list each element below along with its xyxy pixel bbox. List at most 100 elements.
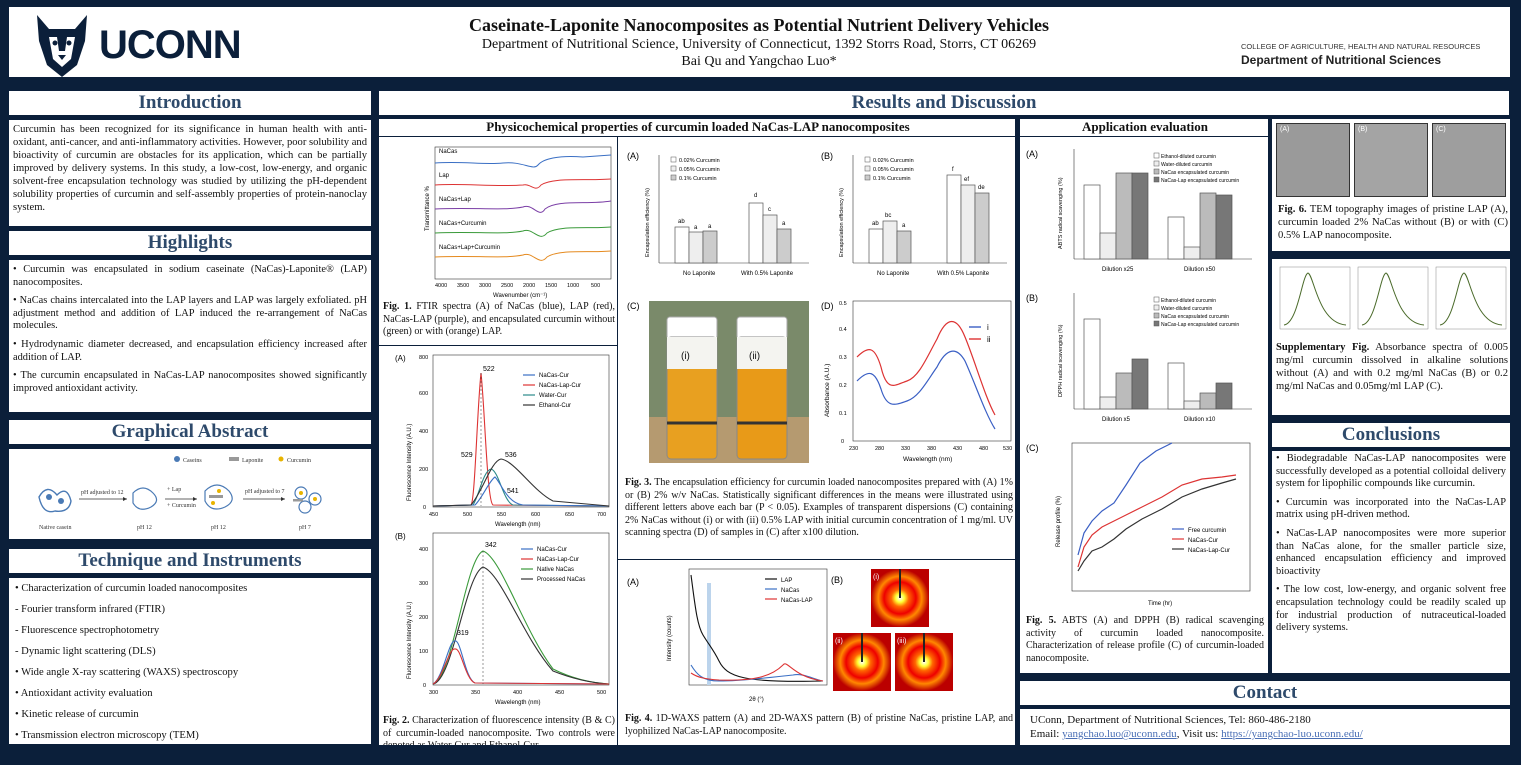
fig3c-label-ii: (ii)	[749, 351, 760, 362]
fig3d-xtick: 430	[953, 446, 962, 452]
fig2a-panel-label: (A)	[395, 354, 406, 363]
intro-text: Curcumin has been recognized for its sig…	[13, 124, 367, 213]
fig2a-ylabel: Fluorescence Intensity (A.U.)	[407, 424, 413, 501]
fig2a-ytick: 0	[423, 505, 426, 511]
ga-label-ph12b: pH 12	[211, 525, 226, 531]
fig1-label-nacas: NaCas	[439, 149, 457, 155]
technique-list: • Characterization of curcumin loaded na…	[15, 582, 365, 742]
fig3d-legend-i: i	[987, 323, 989, 332]
department-name: Department of Nutritional Sciences	[1241, 53, 1442, 67]
email-link[interactable]: yangchao.luo@uconn.edu	[1062, 728, 1177, 740]
fig5-caption: Fig. 5. ABTS (A) and DPPH (B) radical sc…	[1026, 615, 1264, 665]
fig2b-xtick: 450	[555, 690, 564, 696]
fig5-caption-text: ABTS (A) and DPPH (B) radical scavenging…	[1026, 615, 1264, 664]
fig2a-xtick: 450	[429, 512, 438, 518]
graphical-abstract-figure: Caseins Laponite Curcumin pH adjusted to…	[38, 456, 322, 531]
svg-text:(C): (C)	[627, 301, 640, 311]
fig2b-xtick: 400	[513, 690, 522, 696]
fig3-caption-label: Fig. 3.	[625, 477, 652, 488]
conclusion-item: • Curcumin was incorporated into the NaC…	[1276, 496, 1506, 521]
fig3b-legend-item: 0.1% Curcumin	[873, 176, 911, 182]
ga-label-ph12a: pH 12	[137, 525, 152, 531]
fig1-label-lap: Lap	[439, 173, 450, 179]
fig4a-waxs: (A) LAP NaCas NaCas-LAP 2θ (°) Intensity…	[623, 565, 829, 707]
fig2b-ytick: 0	[423, 683, 426, 689]
fig2a-legend-item: NaCas-Lap-Cur	[539, 383, 581, 389]
fig2b-ylabel: Fluorescence Intensity (A.U.)	[407, 602, 413, 679]
technique-item: • Transmission electron microscopy (TEM)	[15, 730, 199, 741]
physchem-panel: Physicochemical properties of curcumin l…	[378, 118, 1016, 746]
fig2b-xtick: 300	[429, 690, 438, 696]
fig1-label-nacas-lap: NaCas+Lap	[439, 197, 472, 203]
conclusion-item: • The low cost, low-energy, and organic …	[1276, 584, 1506, 634]
fig3b-letter: bc	[885, 213, 891, 219]
fig3b-legend-item: 0.02% Curcumin	[873, 158, 914, 164]
highlight-item: • Curcumin was encapsulated in sodium ca…	[13, 264, 367, 288]
fig3d-xtick: 380	[927, 446, 936, 452]
ga-label-native: Native casein	[39, 525, 71, 531]
fig1-xtick: 4000	[435, 283, 447, 289]
ga-legend-curcumin: Curcumin	[287, 458, 311, 464]
fig4-legend-item: NaCas-LAP	[781, 598, 813, 604]
fig3a-letter: a	[782, 221, 786, 227]
fig3b-ylabel: Encapsulation efficiency (%)	[839, 188, 845, 257]
fig4-ylabel: Intensity (counts)	[667, 615, 673, 661]
fig3d-ytick: 0.4	[839, 327, 847, 333]
technique-title: Technique and Instruments	[8, 548, 372, 574]
svg-text:(B): (B)	[1026, 293, 1038, 303]
svg-text:(A): (A)	[1026, 149, 1038, 159]
fig3-divider	[617, 559, 1015, 560]
fig2b-ytick: 200	[419, 615, 428, 621]
fig5a-legend-item: NaCas encapsulated curcumin	[1161, 170, 1229, 176]
col-divider	[617, 137, 618, 745]
svg-text:(D): (D)	[821, 301, 834, 311]
fig3b-letter: a	[902, 223, 906, 229]
fig5a-ylabel: ABTS radical scavenging (%)	[1058, 177, 1064, 249]
graphical-abstract-title: Graphical Abstract	[8, 419, 372, 445]
fig3d-legend-ii: ii	[987, 335, 991, 344]
fig2-caption-text: Characterization of fluorescence intensi…	[383, 715, 615, 746]
contact-line: UConn, Department of Nutritional Science…	[1030, 714, 1311, 726]
visit-label: , Visit us:	[1176, 728, 1222, 740]
fig3b-letter: ab	[872, 221, 879, 227]
fig6-caption-text: TEM topography images of pristine LAP (A…	[1278, 204, 1508, 241]
fig5b-legend-item: Water-diluted curcumin	[1161, 306, 1212, 312]
fig3d-uv: (D) i ii 0 0.1 0.2 0.3 0.4 0.5 230 280 3…	[819, 297, 1015, 467]
fig5c-ylabel: Release profile (%)	[1056, 496, 1062, 547]
fig1-caption: Fig. 1. FTIR spectra (A) of NaCas (blue)…	[383, 301, 615, 339]
fig3d-ytick: 0.3	[839, 355, 847, 361]
fig5b-legend-item: Ethanol-diluted curcumin	[1161, 298, 1216, 304]
fig1-caption-label: Fig. 1.	[383, 301, 412, 312]
fig2a-peak-536: 536	[505, 452, 517, 459]
poster-affiliation: Department of Nutritional Science, Unive…	[481, 37, 1037, 52]
fig3a-letter: d	[754, 193, 757, 199]
fig5a-group: Dilution x25	[1102, 267, 1134, 273]
fig3a-legend-item: 0.1% Curcumin	[679, 176, 717, 182]
fig3a-group: With 0.5% Laponite	[741, 271, 794, 277]
fig2a-legend-item: Ethanol-Cur	[539, 403, 571, 409]
ga-step-4: pH adjusted to 7	[245, 489, 285, 495]
fig3d-ytick: 0.1	[839, 411, 847, 417]
technique-item: • Wide angle X-ray scattering (WAXS) spe…	[15, 667, 239, 678]
fig5c-legend-item: NaCas-Lap-Cur	[1188, 548, 1230, 554]
fig3a-letter: ab	[678, 219, 685, 225]
fig4-xlabel: 2θ (°)	[749, 697, 764, 703]
highlights-title: Highlights	[8, 230, 372, 256]
technique-item: • Antioxidant activity evaluation	[15, 688, 153, 699]
fig2a-ytick: 200	[419, 467, 428, 473]
fig2b-ytick: 400	[419, 547, 428, 553]
fig2b-ytick: 300	[419, 581, 428, 587]
technique-item: • Characterization of curcumin loaded na…	[15, 583, 248, 594]
fig3d-xlabel: Wavelength (nm)	[903, 456, 952, 463]
website-link[interactable]: https://yangchao-luo.uconn.edu/	[1221, 728, 1363, 740]
results-title: Results and Discussion	[378, 90, 1510, 116]
svg-text:(A): (A)	[627, 151, 639, 161]
svg-text:(B): (B)	[821, 151, 833, 161]
fig5b-group: Dilution x10	[1184, 417, 1216, 423]
fig2a-legend-item: Water-Cur	[539, 393, 566, 399]
fig2b-peak-319: 319	[457, 630, 469, 637]
highlight-item: • The curcumin encapsulated in NaCas-LAP…	[13, 370, 367, 394]
fig4-caption-label: Fig. 4.	[625, 713, 653, 724]
tem-image-c: (C)	[1432, 123, 1506, 197]
fig2a-xtick: 700	[597, 512, 606, 518]
